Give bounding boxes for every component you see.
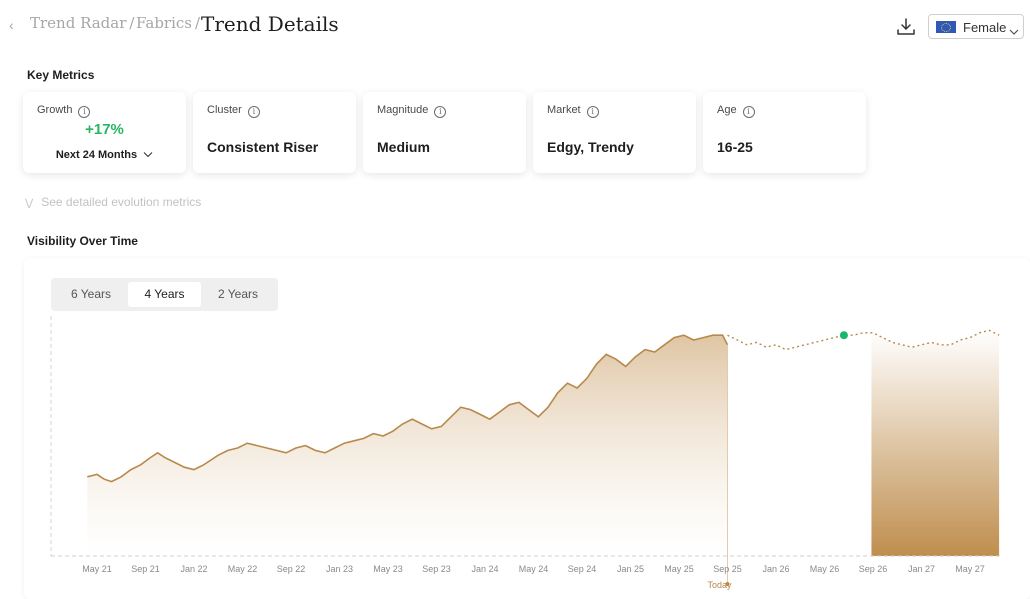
info-icon[interactable]: i [78, 106, 91, 118]
x-tick-label: May 25 [664, 564, 694, 574]
x-tick-label: May 23 [373, 564, 403, 574]
info-icon[interactable]: i [247, 106, 260, 118]
horizon-select[interactable]: Next 24 Months [23, 149, 186, 161]
eu-flag-icon [936, 21, 956, 33]
x-tick-label: Jan 27 [908, 564, 935, 574]
tab-2-years[interactable]: 2 Years [217, 287, 259, 301]
x-tick-label: Sep 23 [422, 564, 451, 574]
x-tick-label: May 26 [810, 564, 840, 574]
gender-select[interactable]: Female [928, 14, 1024, 39]
x-tick-label: Sep 21 [131, 564, 160, 574]
x-tick-label: Jan 22 [180, 564, 207, 574]
cluster-value: Consistent Riser [207, 139, 319, 155]
see-evolution-metrics-link[interactable]: ⋁ See detailed evolution metrics [25, 195, 202, 209]
x-tick-label: May 22 [228, 564, 258, 574]
gender-select-value: Female [963, 20, 1007, 35]
double-chevron-down-icon: ⋁ [25, 198, 34, 209]
today-label: Today [707, 580, 732, 590]
visibility-title: Visibility Over Time [27, 234, 138, 248]
header: ‹ Trend Radar / Fabrics / Trend Details Fe… [0, 0, 1030, 54]
market-value: Edgy, Trendy [547, 139, 634, 155]
age-value: 16-25 [717, 139, 753, 155]
market-card: Market i Edgy, Trendy [533, 92, 696, 173]
x-tick-label: May 27 [955, 564, 985, 574]
x-tick-label: Jan 25 [617, 564, 644, 574]
magnitude-value: Medium [377, 139, 430, 155]
tab-4-years[interactable]: 4 Years [128, 282, 201, 307]
age-label: Age i [717, 104, 755, 118]
growth-label: Growth i [37, 104, 91, 118]
magnitude-card: Magnitude i Medium [363, 92, 526, 173]
today-dot [725, 582, 730, 586]
download-icon[interactable] [895, 16, 917, 38]
chevron-down-icon [1009, 23, 1019, 41]
x-tick-label: Sep 25 [713, 564, 742, 574]
market-label: Market i [547, 104, 599, 118]
chevron-down-icon [143, 152, 153, 158]
x-tick-label: Sep 22 [277, 564, 306, 574]
x-tick-label: Jan 26 [762, 564, 789, 574]
tab-6-years[interactable]: 6 Years [70, 287, 112, 301]
magnitude-label: Magnitude i [377, 104, 447, 118]
x-tick-label: Sep 26 [859, 564, 888, 574]
x-tick-label: May 24 [519, 564, 549, 574]
x-tick-label: Jan 23 [326, 564, 353, 574]
x-tick-label: May 21 [82, 564, 112, 574]
x-tick-label: Jan 24 [471, 564, 498, 574]
forecast-marker [839, 331, 848, 340]
page-title: Trend Details [201, 12, 339, 36]
info-icon[interactable]: i [742, 106, 755, 118]
growth-value: +17% [85, 121, 124, 138]
back-chevron-icon[interactable]: ‹ [9, 17, 14, 33]
info-icon[interactable]: i [586, 106, 599, 118]
historical-line [87, 334, 729, 483]
cluster-card: Cluster i Consistent Riser [193, 92, 356, 173]
breadcrumb-item-trend-radar[interactable]: Trend Radar / [30, 14, 135, 32]
forecast-area [871, 330, 1000, 556]
growth-card: Growth i +17% Next 24 Months [23, 92, 186, 173]
x-tick-label: Sep 24 [568, 564, 597, 574]
breadcrumb-item-fabrics[interactable]: Fabrics / [136, 14, 201, 32]
historical-area [87, 335, 728, 556]
range-tabs: 6 Years 4 Years 2 Years [51, 278, 278, 311]
cluster-label: Cluster i [207, 104, 260, 118]
age-card: Age i 16-25 [703, 92, 866, 173]
info-icon[interactable]: i [434, 106, 447, 118]
key-metrics-title: Key Metrics [27, 68, 95, 82]
